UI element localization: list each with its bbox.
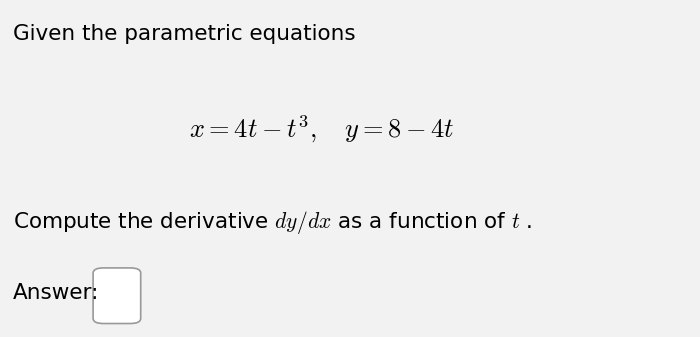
Text: Compute the derivative $dy/dx$ as a function of $t$ .: Compute the derivative $dy/dx$ as a func…	[13, 209, 532, 236]
Text: Given the parametric equations: Given the parametric equations	[13, 24, 355, 43]
Text: Answer:: Answer:	[13, 283, 99, 303]
Text: $x = 4t - t^3, \quad y = 8 - 4t$: $x = 4t - t^3, \quad y = 8 - 4t$	[189, 114, 455, 145]
FancyBboxPatch shape	[93, 268, 141, 324]
